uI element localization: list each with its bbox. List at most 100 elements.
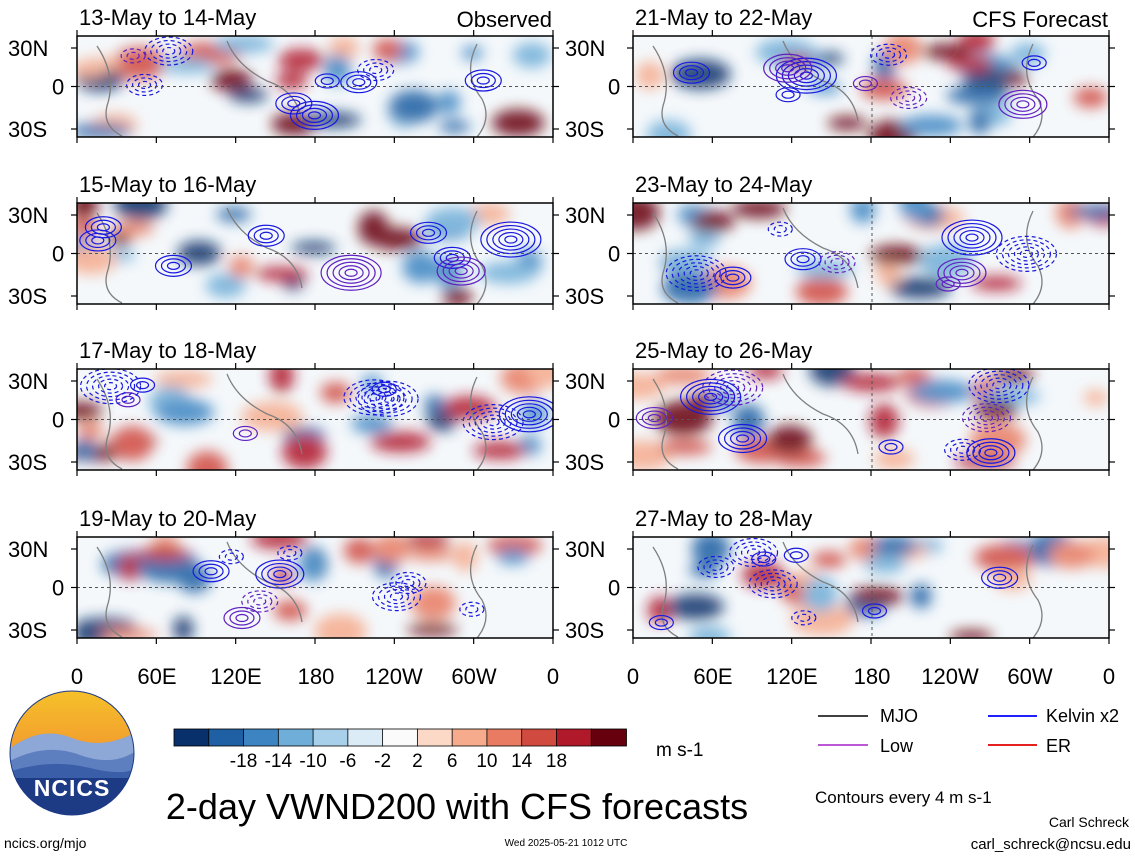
lat-label: 30N [565, 203, 605, 228]
lat-label: 30S [565, 450, 604, 475]
panel-date-range: 27-May to 28-May [635, 506, 812, 531]
lat-label: 30N [565, 537, 605, 562]
wind-field [633, 203, 1109, 304]
colorbar-tick-label: -6 [339, 751, 356, 772]
lat-label: 30N [565, 36, 605, 61]
contour-lines [665, 219, 1058, 292]
contour-lines [635, 369, 1030, 468]
lon-label: 60W [1007, 664, 1052, 689]
wind-field [635, 36, 1109, 137]
lat-label: 30N [565, 369, 605, 394]
colorbar-tick-label: -14 [265, 751, 293, 772]
colorbar-tick-label: 14 [511, 751, 533, 772]
legend-label-low: Low [880, 736, 914, 756]
colorbar-tick-label: -10 [299, 751, 326, 772]
colorbar-swatch [416, 728, 454, 747]
footer-timestamp: Wed 2025-05-21 1012 UTC [505, 838, 628, 849]
lon-label: 0 [1103, 664, 1115, 689]
legend-label-mjo: MJO [880, 706, 918, 726]
panel-date-range: 23-May to 24-May [635, 172, 812, 197]
lat-label: 30S [565, 284, 604, 309]
panel-date-range: 21-May to 22-May [635, 5, 812, 30]
wind-field [77, 369, 553, 470]
panel-tag: Observed [457, 7, 552, 32]
colorbar-swatch [347, 728, 384, 747]
panel-date-range: 19-May to 20-May [79, 506, 256, 531]
lon-label: 0 [547, 664, 559, 689]
colorbar-swatch [486, 728, 523, 747]
lon-label: 120E [210, 664, 261, 689]
wind-field [77, 203, 542, 304]
colorbar-swatch [312, 728, 349, 747]
lon-label: 180 [854, 664, 891, 689]
colorbar-swatch [243, 728, 280, 747]
colorbar-tick-label: -18 [230, 751, 257, 772]
lat-label: 0 [52, 408, 64, 433]
lat-label: 30S [8, 618, 47, 643]
lat-label: 0 [608, 408, 620, 433]
colorbar-unit: m s-1 [656, 740, 704, 761]
contour-lines [79, 216, 542, 291]
colorbar-swatch [451, 728, 488, 747]
panel-date-range: 13-May to 14-May [79, 5, 256, 30]
wind-field [647, 537, 1109, 638]
main-title: 2-day VWND200 with CFS forecasts [166, 786, 748, 827]
logo-text: NCICS [34, 775, 111, 801]
lat-label: 30S [8, 117, 47, 142]
lon-label: 120E [766, 664, 817, 689]
lon-label: 0 [627, 664, 639, 689]
colorbar-tick-label: 10 [476, 751, 497, 772]
lon-label: 60W [451, 664, 496, 689]
footer-url: ncics.org/mjo [4, 835, 87, 851]
lon-axis-left: 0 60E 120E 180 120W 60W 0 [71, 664, 559, 689]
lat-label: 0 [608, 242, 620, 267]
legend: MJO Kelvin x2 Low ER Contours every 4 m … [815, 706, 1119, 807]
contour-lines [672, 43, 1048, 119]
panel-date-range: 17-May to 18-May [79, 338, 256, 363]
contour-lines [79, 369, 553, 442]
lon-axis-right: 0 60E 120E 180 120W 60W 0 [627, 664, 1115, 689]
lon-label: 60E [693, 664, 732, 689]
lat-label: 0 [52, 576, 64, 601]
panel-date-range: 25-May to 26-May [635, 338, 812, 363]
lat-label: 30S [8, 450, 47, 475]
panel-date-range: 15-May to 16-May [79, 172, 256, 197]
lat-label: 30N [8, 36, 48, 61]
lon-label: 0 [71, 664, 83, 689]
contour-lines [192, 545, 485, 630]
colorbar-tick-label: 6 [447, 751, 458, 772]
colorbar-tick-label: 18 [546, 751, 567, 772]
lon-label: 120W [921, 664, 979, 689]
lat-label: 30S [565, 618, 604, 643]
legend-label-er: ER [1046, 736, 1071, 756]
lat-label: 0 [52, 242, 64, 267]
contour-lines [120, 36, 502, 130]
contour-lines [648, 537, 1019, 631]
lat-label: 30N [8, 369, 48, 394]
lat-label: 0 [52, 75, 64, 100]
wind-field [77, 537, 543, 638]
contour-note: Contours every 4 m s-1 [815, 788, 992, 807]
colorbar-swatch [173, 728, 210, 747]
lon-label: 180 [298, 664, 335, 689]
colorbar-swatch [382, 728, 419, 747]
lat-label: 30N [8, 537, 48, 562]
colorbar-tick-label: 2 [412, 751, 423, 772]
wind-field [633, 369, 1109, 470]
lat-label: 0 [608, 576, 620, 601]
lon-label: 60E [137, 664, 176, 689]
lat-label: 0 [608, 75, 620, 100]
colorbar: -18 -14 -10 -6 -2 2 6 10 14 18 [173, 728, 627, 772]
lat-label: 30N [8, 203, 48, 228]
footer-author: Carl Schreck [1049, 814, 1130, 830]
ncics-logo: NCICS [9, 690, 135, 816]
